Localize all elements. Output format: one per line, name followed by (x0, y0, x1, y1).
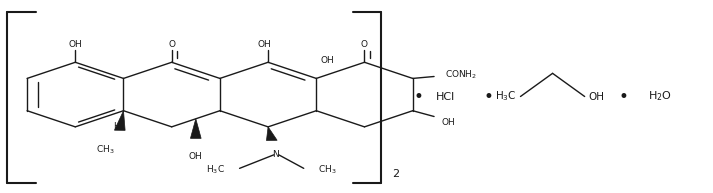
Text: CONH$_2$: CONH$_2$ (445, 68, 477, 81)
Text: H$_3$C: H$_3$C (496, 90, 517, 103)
Text: OH: OH (189, 152, 202, 161)
Text: H$_3$C: H$_3$C (206, 163, 225, 176)
Text: •: • (483, 87, 493, 106)
Text: OH: OH (321, 56, 334, 65)
Text: •: • (619, 87, 629, 106)
Text: OH: OH (441, 119, 455, 127)
Text: •: • (414, 87, 424, 106)
Text: CH$_3$: CH$_3$ (318, 163, 337, 176)
Text: OH: OH (257, 40, 272, 49)
Text: N: N (272, 150, 279, 159)
Text: H: H (113, 122, 120, 131)
Text: OH: OH (588, 91, 604, 102)
Text: 2: 2 (392, 169, 399, 179)
Text: H: H (193, 130, 199, 139)
Text: O: O (168, 40, 175, 49)
Text: H$_2$O: H$_2$O (647, 90, 672, 103)
Polygon shape (115, 111, 125, 130)
Polygon shape (267, 127, 277, 141)
Polygon shape (190, 119, 201, 138)
Text: OH: OH (68, 40, 82, 49)
Text: O: O (361, 40, 368, 49)
Text: HCl: HCl (436, 91, 455, 102)
Text: CH$_3$: CH$_3$ (96, 144, 115, 156)
